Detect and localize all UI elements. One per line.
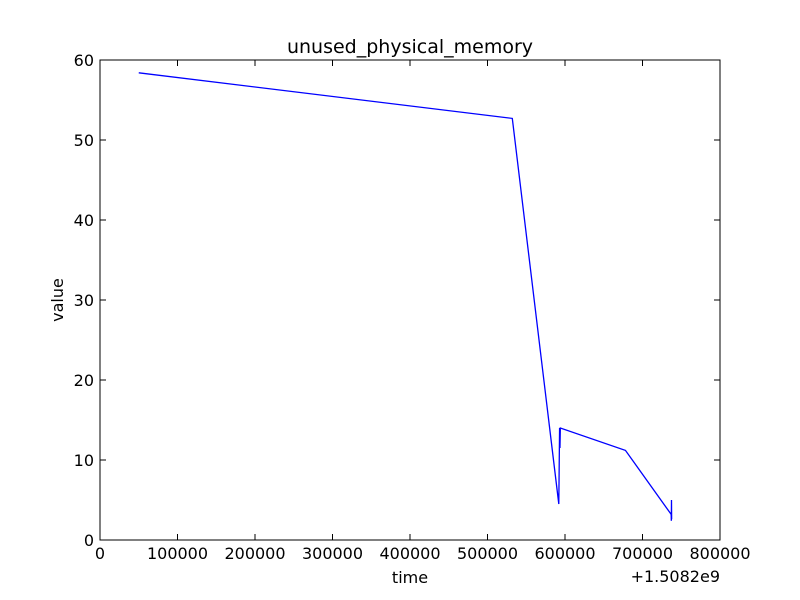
y-tick-label: 0 [84,531,94,550]
y-tick-label: 50 [74,131,94,150]
series-line [138,72,673,521]
y-tick-label: 10 [74,451,94,470]
x-tick-label: 400000 [379,544,440,563]
y-tick-label: 60 [74,51,94,70]
x-tick-label: 300000 [302,544,363,563]
y-tick-label: 20 [74,371,94,390]
x-tick-label: 0 [95,544,105,563]
x-tick-label: 500000 [457,544,518,563]
x-offset-label: +1.5082e9 [631,567,720,586]
chart-title: unused_physical_memory [287,36,533,58]
plot-area [99,59,721,541]
y-axis-label: value [48,278,67,322]
y-tick-label: 30 [74,291,94,310]
x-axis: 0 100000 200000 300000 400000 500000 600000 700… [95,60,751,563]
x-axis-label: time [392,568,428,587]
x-tick-label: 700000 [612,544,673,563]
x-tick-label: 600000 [534,544,595,563]
x-tick-label: 200000 [224,544,285,563]
x-tick-label: 800000 [689,544,750,563]
x-tick-label: 100000 [147,544,208,563]
y-tick-label: 40 [74,211,94,230]
plot-frame [99,59,721,541]
y-axis: 0 10 20 30 40 50 60 [74,51,720,550]
